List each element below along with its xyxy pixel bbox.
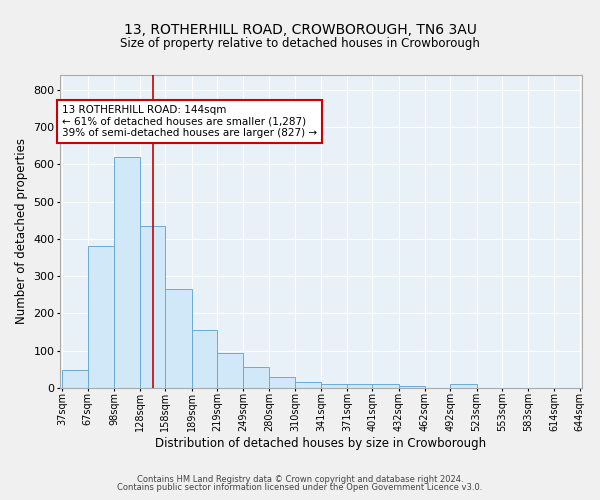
X-axis label: Distribution of detached houses by size in Crowborough: Distribution of detached houses by size …	[155, 437, 487, 450]
Bar	[88, 246, 114, 388]
Bar	[399, 386, 425, 388]
Bar	[191, 330, 217, 388]
Text: 13 ROTHERHILL ROAD: 144sqm
← 61% of detached houses are smaller (1,287)
39% of s: 13 ROTHERHILL ROAD: 144sqm ← 61% of deta…	[62, 105, 317, 138]
Text: 13, ROTHERHILL ROAD, CROWBOROUGH, TN6 3AU: 13, ROTHERHILL ROAD, CROWBOROUGH, TN6 3A…	[124, 22, 476, 36]
Bar	[269, 376, 295, 388]
Y-axis label: Number of detached properties: Number of detached properties	[15, 138, 28, 324]
Bar	[322, 384, 347, 388]
Bar	[450, 384, 476, 388]
Text: Size of property relative to detached houses in Crowborough: Size of property relative to detached ho…	[120, 38, 480, 51]
Bar	[62, 370, 88, 388]
Bar	[140, 226, 165, 388]
Bar	[217, 352, 243, 388]
Text: Contains public sector information licensed under the Open Government Licence v3: Contains public sector information licen…	[118, 484, 482, 492]
Text: Contains HM Land Registry data © Crown copyright and database right 2024.: Contains HM Land Registry data © Crown c…	[137, 475, 463, 484]
Bar	[347, 384, 373, 388]
Bar	[165, 289, 191, 388]
Bar	[373, 384, 399, 388]
Bar	[114, 157, 140, 388]
Bar	[243, 368, 269, 388]
Bar	[295, 382, 322, 388]
